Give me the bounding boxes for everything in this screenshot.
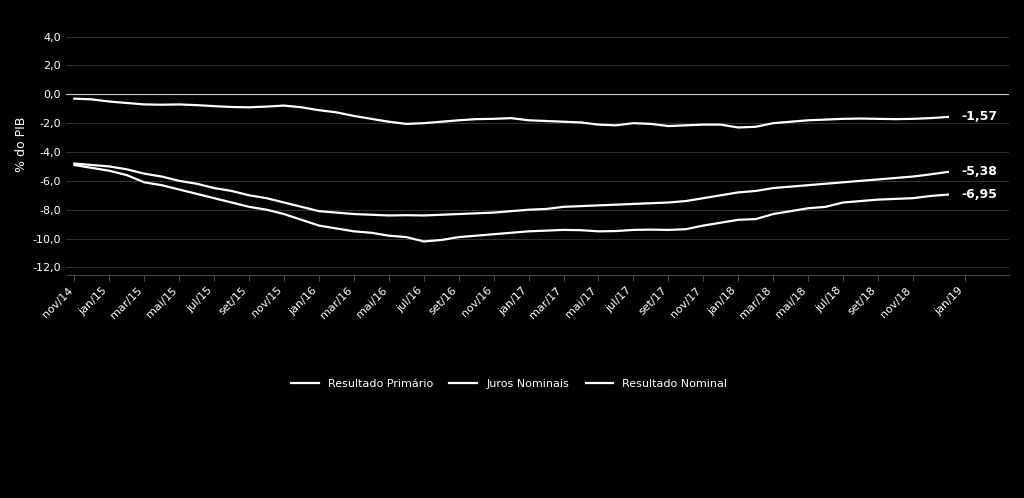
Y-axis label: % do PIB: % do PIB (15, 117, 28, 172)
Legend: Resultado Primário, Juros Nominais, Resultado Nominal: Resultado Primário, Juros Nominais, Resu… (287, 375, 731, 394)
Text: -1,57: -1,57 (962, 111, 998, 124)
Text: -6,95: -6,95 (962, 188, 997, 201)
Text: -5,38: -5,38 (962, 165, 997, 178)
